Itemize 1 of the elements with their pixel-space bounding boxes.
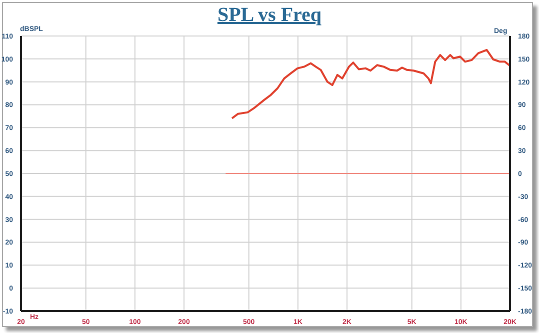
chart-title: SPL vs Freq bbox=[216, 4, 323, 27]
